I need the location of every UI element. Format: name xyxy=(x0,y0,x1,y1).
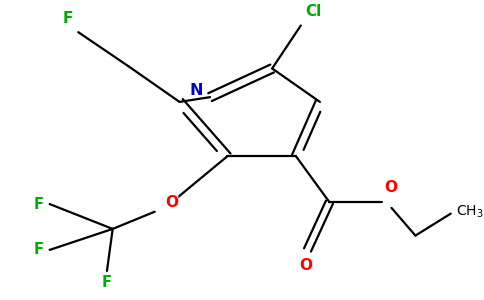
Text: F: F xyxy=(34,196,44,211)
Text: N: N xyxy=(189,83,202,98)
Text: CH$_3$: CH$_3$ xyxy=(456,203,484,220)
Text: Cl: Cl xyxy=(305,4,322,19)
Text: O: O xyxy=(166,195,179,210)
Text: O: O xyxy=(299,258,312,273)
Text: F: F xyxy=(62,11,73,26)
Text: F: F xyxy=(34,242,44,257)
Text: F: F xyxy=(102,275,112,290)
Text: O: O xyxy=(384,179,397,194)
